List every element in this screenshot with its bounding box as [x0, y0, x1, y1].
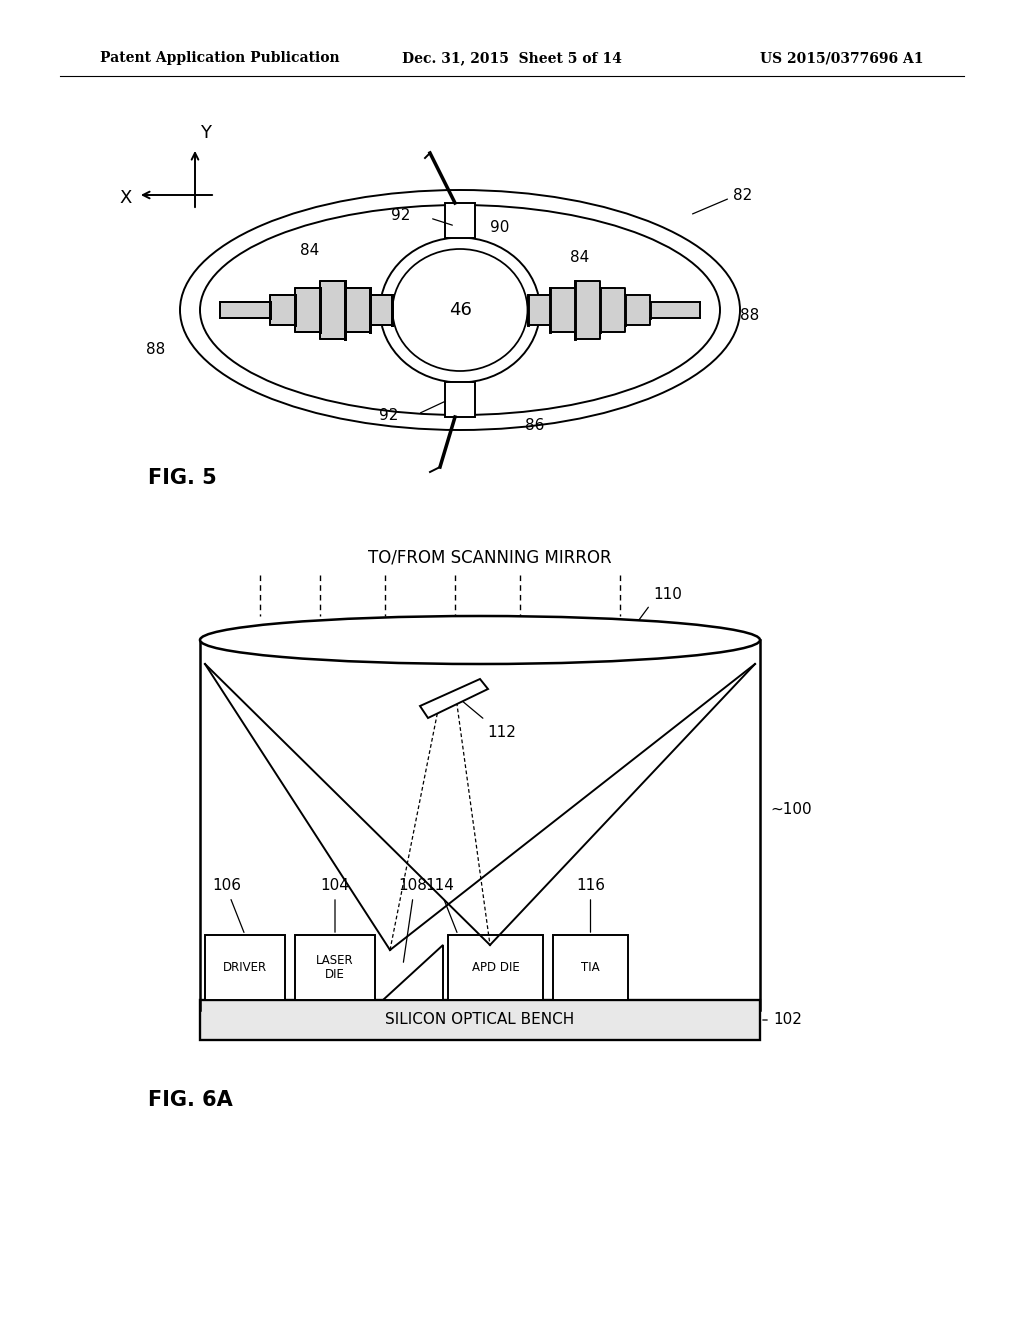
Text: 46: 46 [449, 301, 471, 319]
Text: X: X [120, 189, 132, 207]
Text: 104: 104 [321, 878, 349, 894]
Text: Y: Y [200, 124, 211, 143]
Bar [205, 935, 285, 1001]
Text: 84: 84 [570, 249, 589, 265]
Text: 88: 88 [740, 308, 759, 322]
Polygon shape [220, 281, 392, 339]
Ellipse shape [200, 205, 720, 414]
Text: DRIVER: DRIVER [223, 961, 267, 974]
Bar [449, 935, 543, 1001]
Text: 86: 86 [525, 418, 545, 433]
Text: SILICON OPTICAL BENCH: SILICON OPTICAL BENCH [385, 1012, 574, 1027]
Bar [445, 381, 475, 417]
Text: APD DIE: APD DIE [472, 961, 519, 974]
Text: 116: 116 [575, 878, 605, 894]
Text: 92: 92 [390, 209, 410, 223]
Text: TIA: TIA [582, 961, 600, 974]
Ellipse shape [392, 249, 527, 371]
Text: 82: 82 [733, 187, 753, 202]
Text: 114: 114 [426, 878, 455, 894]
Bar [200, 1001, 760, 1040]
Ellipse shape [200, 616, 760, 664]
Text: 90: 90 [490, 220, 509, 235]
Text: Patent Application Publication: Patent Application Publication [100, 51, 340, 65]
Text: TO/FROM SCANNING MIRROR: TO/FROM SCANNING MIRROR [369, 549, 611, 568]
Text: 92: 92 [379, 408, 398, 424]
Text: FIG. 6A: FIG. 6A [148, 1090, 232, 1110]
Bar [445, 203, 475, 238]
Text: 102: 102 [773, 1012, 802, 1027]
Text: 110: 110 [653, 587, 682, 602]
Text: FIG. 5: FIG. 5 [148, 469, 217, 488]
Text: 88: 88 [145, 342, 165, 358]
Bar [553, 935, 628, 1001]
Text: US 2015/0377696 A1: US 2015/0377696 A1 [761, 51, 924, 65]
Text: 112: 112 [487, 725, 516, 741]
Ellipse shape [380, 238, 540, 383]
Bar [295, 935, 375, 1001]
Text: LASER
DIE: LASER DIE [316, 953, 354, 982]
Text: 84: 84 [300, 243, 319, 257]
Polygon shape [383, 945, 443, 1001]
Text: 106: 106 [213, 878, 242, 894]
Polygon shape [528, 281, 700, 339]
Text: ~100: ~100 [770, 803, 812, 817]
Text: 108: 108 [398, 878, 427, 894]
Text: Dec. 31, 2015  Sheet 5 of 14: Dec. 31, 2015 Sheet 5 of 14 [402, 51, 622, 65]
Polygon shape [420, 678, 488, 718]
